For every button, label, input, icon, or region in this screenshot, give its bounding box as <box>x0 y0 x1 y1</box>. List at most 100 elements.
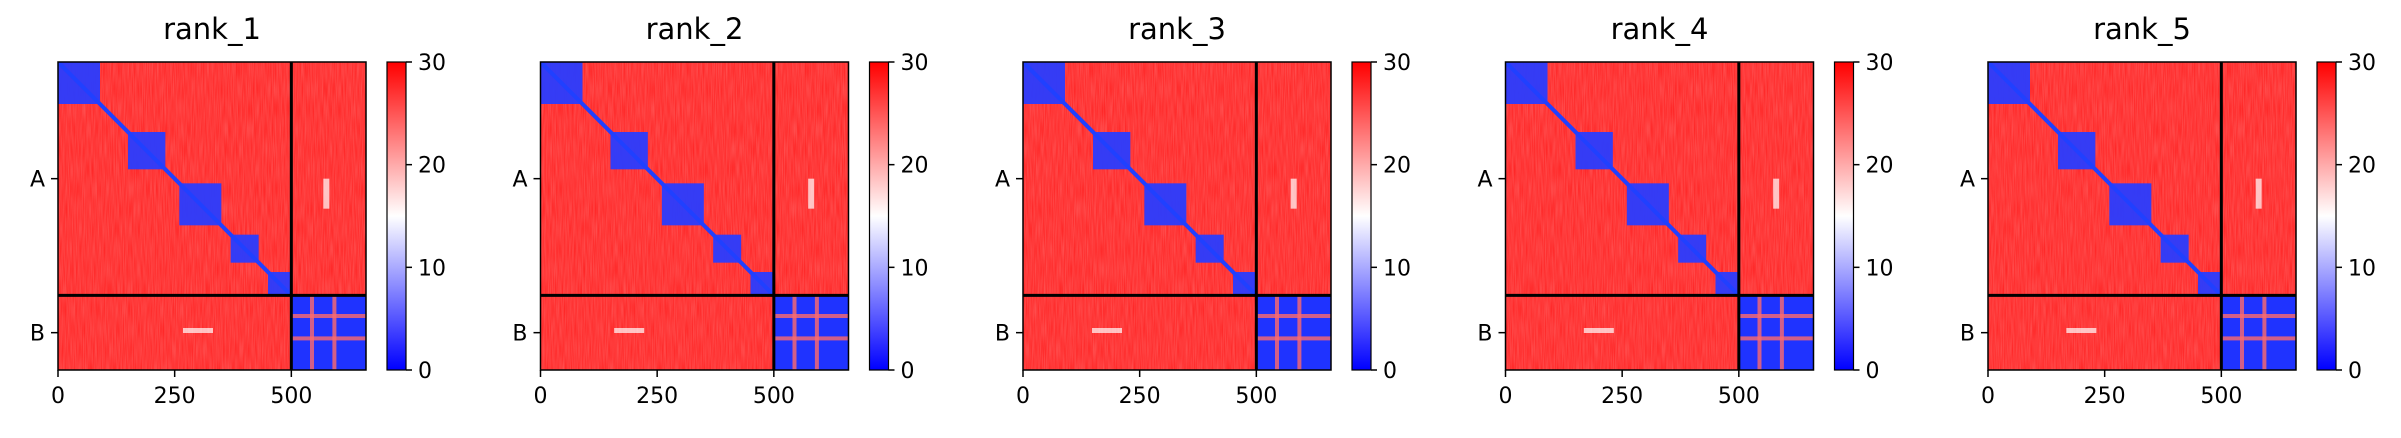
chain-b-stripe <box>1297 295 1302 370</box>
inter-chain-spot-ba <box>183 328 213 333</box>
heatmap-frame <box>1504 61 1815 371</box>
chain-b-block <box>2221 295 2296 370</box>
heatmap-panel-3: rank_3 0 250 500 A B 0 10 20 30 <box>995 12 1411 409</box>
y-tick-label: A <box>1477 168 1492 193</box>
y-tick-label: B <box>995 322 1010 347</box>
inter-chain-spot-ba <box>1583 328 1614 333</box>
colorbar-tick-label: 10 <box>1866 256 1894 281</box>
x-tick-label: 250 <box>1601 384 1643 409</box>
inter-chain-spot-ab <box>808 178 815 209</box>
colorbar-frame <box>1833 61 1855 371</box>
chain-b-stripe <box>2240 295 2244 370</box>
y-tick-label: A <box>30 168 45 193</box>
y-tick-label: B <box>1477 322 1492 347</box>
colorbar-tick-label: 0 <box>1866 359 1880 384</box>
x-tick-label: 500 <box>270 384 312 409</box>
x-tick-label: 0 <box>1016 384 1030 409</box>
chain-b-stripe <box>1275 295 1279 370</box>
panel-title: rank_5 <box>2093 12 2191 46</box>
x-tick-label: 0 <box>1499 384 1513 409</box>
colorbar <box>1352 62 1371 370</box>
colorbar-tick-label: 0 <box>901 359 915 384</box>
colorbar-tick-label: 30 <box>418 51 446 76</box>
colorbar-tick-label: 20 <box>1866 154 1894 179</box>
colorbar-tick-label: 0 <box>2348 359 2362 384</box>
inter-chain-spot-ab <box>1773 178 1780 209</box>
y-tick-label: A <box>995 168 1010 193</box>
inter-chain-spot-ba <box>2066 328 2097 333</box>
colorbar <box>2317 62 2336 370</box>
colorbar <box>387 62 406 370</box>
heatmap-cells <box>1988 62 2296 370</box>
inter-chain-spot-ba <box>614 328 645 333</box>
inter-chain-spot-ab <box>2255 178 2262 209</box>
colorbar-frame <box>1351 61 1372 371</box>
heatmap-panel-1: rank_1 0 250 500 A B 0 10 20 30 <box>30 12 446 409</box>
inter-chain-spot-ba <box>1092 328 1122 333</box>
colorbar-tick-label: 20 <box>901 154 929 179</box>
colorbar <box>869 62 889 370</box>
heatmap-frame <box>1022 61 1332 371</box>
x-tick-label: 250 <box>2084 384 2126 409</box>
y-tick-label: B <box>1960 322 1975 347</box>
chain-b-stripe <box>1779 295 1784 370</box>
panel-title: rank_3 <box>1128 12 1226 46</box>
heatmap-panel-4: rank_4 0 250 500 A B 0 10 20 30 <box>1477 12 1893 409</box>
colorbar-tick-label: 30 <box>1383 51 1411 76</box>
y-tick-label: A <box>512 168 527 193</box>
colorbar-tick-label: 20 <box>2348 154 2376 179</box>
heatmap-cells <box>540 62 849 370</box>
chain-b-stripe <box>1738 336 1814 341</box>
x-tick-label: 500 <box>2200 384 2242 409</box>
y-tick-label: B <box>30 322 45 347</box>
heatmap-frame <box>57 61 367 371</box>
colorbar-tick-label: 30 <box>2348 51 2376 76</box>
colorbar-tick-label: 30 <box>1866 51 1894 76</box>
colorbar-tick-label: 20 <box>1383 154 1411 179</box>
chain-b-stripe <box>2221 314 2296 318</box>
colorbar-tick-label: 10 <box>2348 256 2376 281</box>
chain-b-stripe <box>1256 336 1331 341</box>
x-tick-label: 0 <box>534 384 548 409</box>
x-tick-label: 500 <box>1718 384 1760 409</box>
chain-b-stripe <box>310 295 314 370</box>
x-tick-label: 250 <box>1119 384 1161 409</box>
inter-chain-spot-ab <box>323 178 330 209</box>
x-tick-label: 500 <box>1235 384 1277 409</box>
chain-b-stripe <box>1256 314 1331 318</box>
colorbar-tick-label: 10 <box>1383 256 1411 281</box>
chain-b-block <box>291 295 366 370</box>
chain-b-stripe <box>291 336 366 341</box>
inter-chain-spot-ab <box>1290 178 1297 209</box>
x-tick-label: 250 <box>636 384 678 409</box>
y-tick-label: A <box>1960 168 1975 193</box>
x-tick-label: 0 <box>51 384 65 409</box>
x-tick-label: 500 <box>753 384 795 409</box>
heatmap-panel-5: rank_5 0 250 500 A B 0 10 20 30 <box>1960 12 2376 409</box>
colorbar-tick-label: 10 <box>418 256 446 281</box>
chain-b-stripe <box>332 295 337 370</box>
heatmap-cells <box>58 62 366 370</box>
colorbar-tick-label: 30 <box>901 51 929 76</box>
colorbar-tick-label: 0 <box>418 359 432 384</box>
x-tick-label: 250 <box>154 384 196 409</box>
colorbar-frame <box>868 61 890 371</box>
x-tick-label: 0 <box>1981 384 1995 409</box>
chain-b-block <box>1738 295 1814 370</box>
heatmap-cells <box>1023 62 1331 370</box>
chain-b-stripe <box>792 295 797 370</box>
panel-title: rank_4 <box>1611 12 1709 46</box>
colorbar-tick-label: 10 <box>901 256 929 281</box>
y-tick-label: B <box>512 322 527 347</box>
chain-b-stripe <box>2221 336 2296 341</box>
chain-b-stripe <box>2262 295 2267 370</box>
colorbar-frame <box>386 61 407 371</box>
chain-b-stripe <box>773 336 849 341</box>
colorbar-tick-label: 0 <box>1383 359 1397 384</box>
chain-b-stripe <box>773 314 849 318</box>
heatmap-panel-2: rank_2 0 250 500 A B 0 10 20 30 <box>512 12 928 409</box>
chain-b-stripe <box>1738 314 1814 318</box>
panel-title: rank_1 <box>163 12 261 46</box>
chain-b-block <box>773 295 849 370</box>
